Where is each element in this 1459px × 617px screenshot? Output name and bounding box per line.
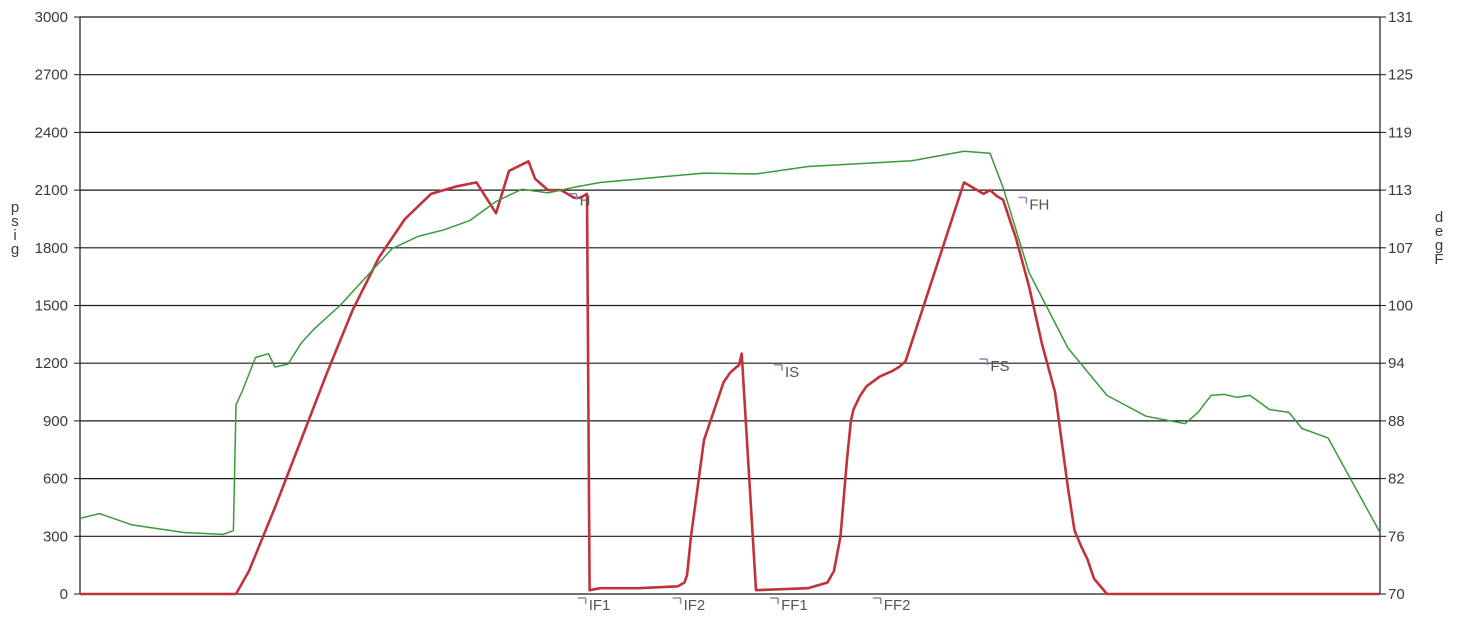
left-axis-label-letter: g	[11, 241, 19, 258]
right-tick-label: 88	[1388, 413, 1405, 430]
left-tick-label: 600	[43, 471, 68, 488]
event-label: FF2	[884, 597, 911, 612]
left-tick-label: 0	[60, 586, 68, 603]
left-tick-label: 900	[43, 413, 68, 430]
left-tick-label: 2700	[35, 67, 68, 84]
right-axis-label-letter: d	[1435, 209, 1443, 226]
right-axis-tick-labels: 70 76 82 88 94 100 107 113 119 125 131	[1388, 9, 1413, 603]
event-label: FF1	[781, 597, 808, 612]
pressure-series-line	[80, 160, 1380, 596]
left-tick-label: 2100	[35, 182, 68, 199]
right-tick-label: 94	[1388, 355, 1405, 372]
event-label: H	[580, 193, 591, 210]
event-label: FS	[990, 358, 1009, 375]
left-axis-label-letter: p	[11, 199, 19, 216]
right-tick-label: 119	[1388, 124, 1412, 141]
temperature-series-line	[79, 150, 1381, 536]
right-tick-label: 131	[1388, 9, 1413, 26]
grid-lines	[74, 16, 1386, 595]
right-axis-label-letter: e	[1435, 223, 1443, 240]
event-label: IS	[785, 364, 799, 381]
left-axis-tick-labels: 0 300 600 900 1200 1500 1800 2100 2400 2700 3000	[35, 9, 68, 603]
data-series	[79, 150, 1381, 596]
right-axis-label-letter: g	[1435, 237, 1443, 254]
left-tick-label: 2400	[35, 124, 68, 141]
left-tick-label: 1200	[35, 355, 68, 372]
right-axis-label-letter: F	[1434, 251, 1443, 268]
left-tick-label: 3000	[35, 9, 68, 26]
event-markers: H IF1 IF2 IS FF1 FF2 FS FH	[568, 193, 1049, 614]
right-tick-label: 100	[1388, 298, 1413, 315]
left-axis-label-letter: i	[13, 227, 16, 244]
right-tick-label: 70	[1388, 586, 1405, 603]
left-tick-label: 1500	[35, 298, 68, 315]
event-label: IF2	[684, 597, 706, 612]
left-axis-label-letter: s	[11, 213, 19, 230]
event-label: FH	[1029, 196, 1049, 213]
right-tick-label: 107	[1388, 240, 1413, 257]
right-tick-label: 82	[1388, 471, 1405, 488]
right-tick-label: 76	[1388, 528, 1405, 545]
left-tick-label: 300	[43, 528, 68, 545]
left-tick-label: 1800	[35, 240, 68, 257]
event-label: IF1	[589, 597, 611, 612]
right-tick-label: 113	[1388, 182, 1412, 199]
right-tick-label: 125	[1388, 67, 1413, 84]
